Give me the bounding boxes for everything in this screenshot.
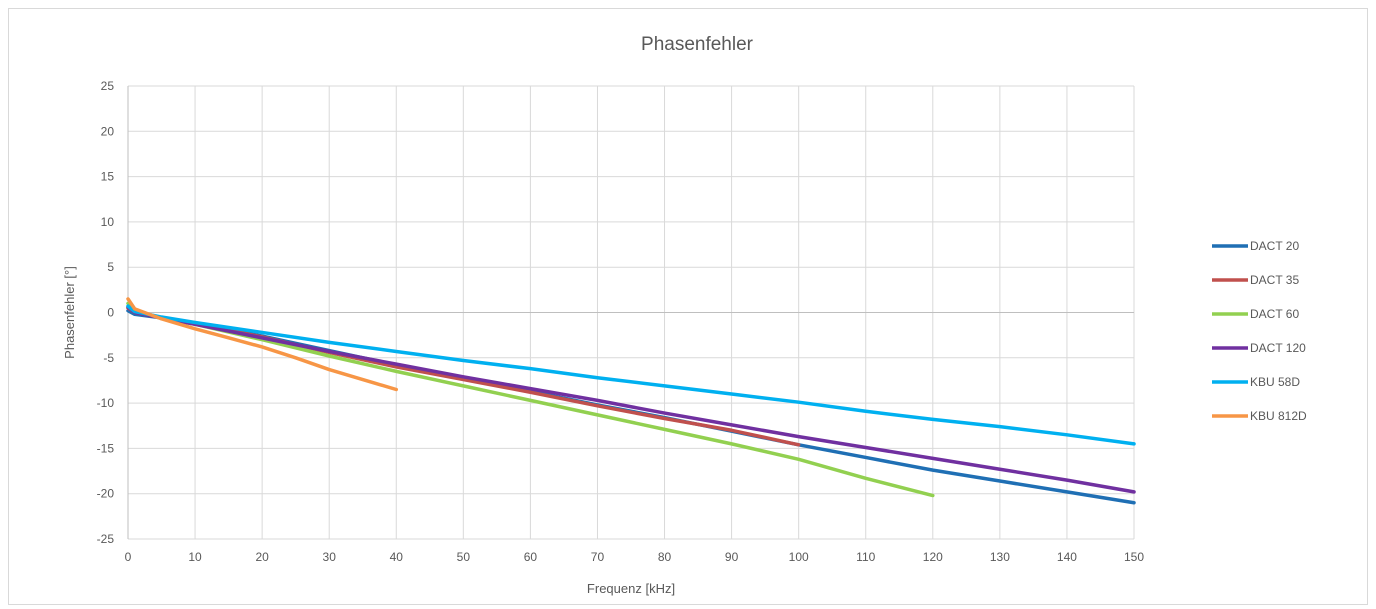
x-axis-title: Frequenz [kHz] [587,581,675,596]
series-line-kbu-58d [126,304,1136,446]
y-tick-label: -25 [97,532,115,546]
series-line-kbu-812d [126,297,399,392]
y-axis-title: Phasenfehler [°] [62,266,77,359]
series-lines [126,297,1136,505]
legend: DACT 20 DACT 35 DACT 60 DACT 120 KBU 58D KBU … [1212,239,1307,423]
y-tick-label: -15 [97,441,115,455]
x-tick-label: 30 [323,550,337,564]
y-tick-label: 20 [101,124,115,138]
x-tick-label: 130 [990,550,1010,564]
x-tick-label: 50 [457,550,471,564]
x-tick-label: 70 [591,550,605,564]
y-tick-label: 25 [101,79,115,93]
chart-title: Phasenfehler [641,34,754,55]
x-tick-label: 10 [188,550,202,564]
x-tick-label: 100 [789,550,809,564]
x-tick-label: 20 [255,550,269,564]
y-tick-label: -10 [97,396,115,410]
x-tick-label: 80 [658,550,672,564]
y-tick-label: -5 [103,351,114,365]
x-tick-label: 0 [125,550,132,564]
chart-frame: Phasenfehler 0 10 20 30 40 50 60 70 80 90 100 110 12… [8,8,1368,605]
legend-label-dact-60: DACT 60 [1250,307,1299,321]
x-tick-label: 110 [856,550,875,564]
x-tick-label: 120 [923,550,943,564]
legend-label-kbu-58d: KBU 58D [1250,375,1300,389]
legend-label-dact-35: DACT 35 [1250,273,1299,287]
axes: 0 10 20 30 40 50 60 70 80 90 100 110 120 130 140 150252… [97,79,1145,564]
y-tick-label: -20 [97,487,115,501]
x-tick-label: 90 [725,550,739,564]
x-tick-label: 60 [524,550,538,564]
y-tick-label: 0 [107,306,114,320]
legend-label-kbu-812d: KBU 812D [1250,409,1307,423]
legend-label-dact-120: DACT 120 [1250,341,1306,355]
x-tick-label: 150 [1124,550,1144,564]
y-tick-label: 15 [101,170,115,184]
y-tick-label: 5 [107,260,114,274]
x-tick-label: 40 [390,550,404,564]
x-tick-label: 140 [1057,550,1077,564]
legend-label-dact-20: DACT 20 [1250,239,1299,253]
y-tick-label: 10 [101,215,115,229]
chart-svg: Phasenfehler 0 10 20 30 40 50 60 70 80 90 100 110 12… [62,34,1307,596]
